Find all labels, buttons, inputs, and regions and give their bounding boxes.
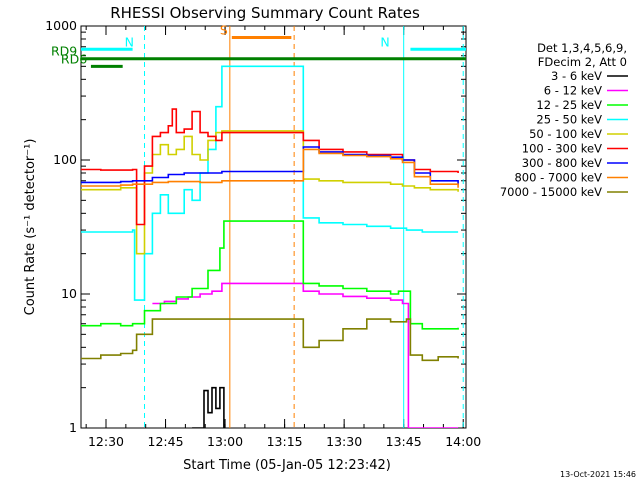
footer-timestamp: 13-Oct-2021 15:46 <box>560 470 636 479</box>
x-tick-label: 13:15 <box>267 434 303 449</box>
legend-label: 50 - 100 keV <box>529 127 602 141</box>
legend-label: 3 - 6 keV <box>551 69 602 83</box>
legend-header-line-2: FDecim 2, Att 0 <box>538 55 627 69</box>
legend-label: 25 - 50 keV <box>536 113 602 127</box>
y-tick-label: 10 <box>61 286 77 301</box>
series-line-6 <box>81 146 459 186</box>
annotation-bar-label: RD9 <box>51 44 77 59</box>
plot-frame <box>80 25 467 429</box>
legend-label: 12 - 25 keV <box>536 98 602 112</box>
annotation-bar-label: N <box>125 34 134 49</box>
x-tick-label: 12:45 <box>148 434 184 449</box>
legend-label: 800 - 7000 keV <box>514 171 602 185</box>
y-axis-label: Count Rate (s⁻¹ detector⁻¹) <box>23 139 38 316</box>
annotation-bar-label: RD6 <box>61 51 87 66</box>
series-line-3 <box>81 65 459 301</box>
series-line-7 <box>81 148 459 188</box>
y-tick-label: 1000 <box>45 18 77 33</box>
x-tick-label: 13:30 <box>326 434 362 449</box>
legend-label: 6 - 12 keV <box>544 84 602 98</box>
annotation-bar-label: N <box>380 34 389 49</box>
x-tick-label: 13:45 <box>386 434 422 449</box>
x-tick-label: 14:00 <box>445 434 481 449</box>
x-tick-label: 12:30 <box>88 434 124 449</box>
series-line-8 <box>81 318 459 362</box>
legend-header-line-1: Det 1,3,4,5,6,9, <box>537 41 627 55</box>
plot-area <box>81 26 466 428</box>
annotation-bar-label: S <box>220 23 228 38</box>
legend-label: 7000 - 15000 keV <box>500 185 602 199</box>
series-line-5 <box>81 108 459 226</box>
series-line-2 <box>81 220 459 330</box>
y-tick-label: 100 <box>53 152 77 167</box>
x-axis-label: Start Time (05-Jan-05 12:23:42) <box>183 458 391 473</box>
y-tick-label: 1 <box>69 420 77 435</box>
axes: 1 10 100 1000 12:30 12:45 13:00 13:15 13:30 13:45… <box>45 18 481 449</box>
series-line-0 <box>192 386 225 428</box>
chart-title: RHESSI Observing Summary Count Rates <box>110 4 420 22</box>
series-line-1 <box>152 282 459 428</box>
series-line-4 <box>81 130 459 255</box>
legend-label: 100 - 300 keV <box>522 142 602 156</box>
legend-label: 300 - 800 keV <box>522 156 602 170</box>
x-tick-label: 13:00 <box>207 434 243 449</box>
